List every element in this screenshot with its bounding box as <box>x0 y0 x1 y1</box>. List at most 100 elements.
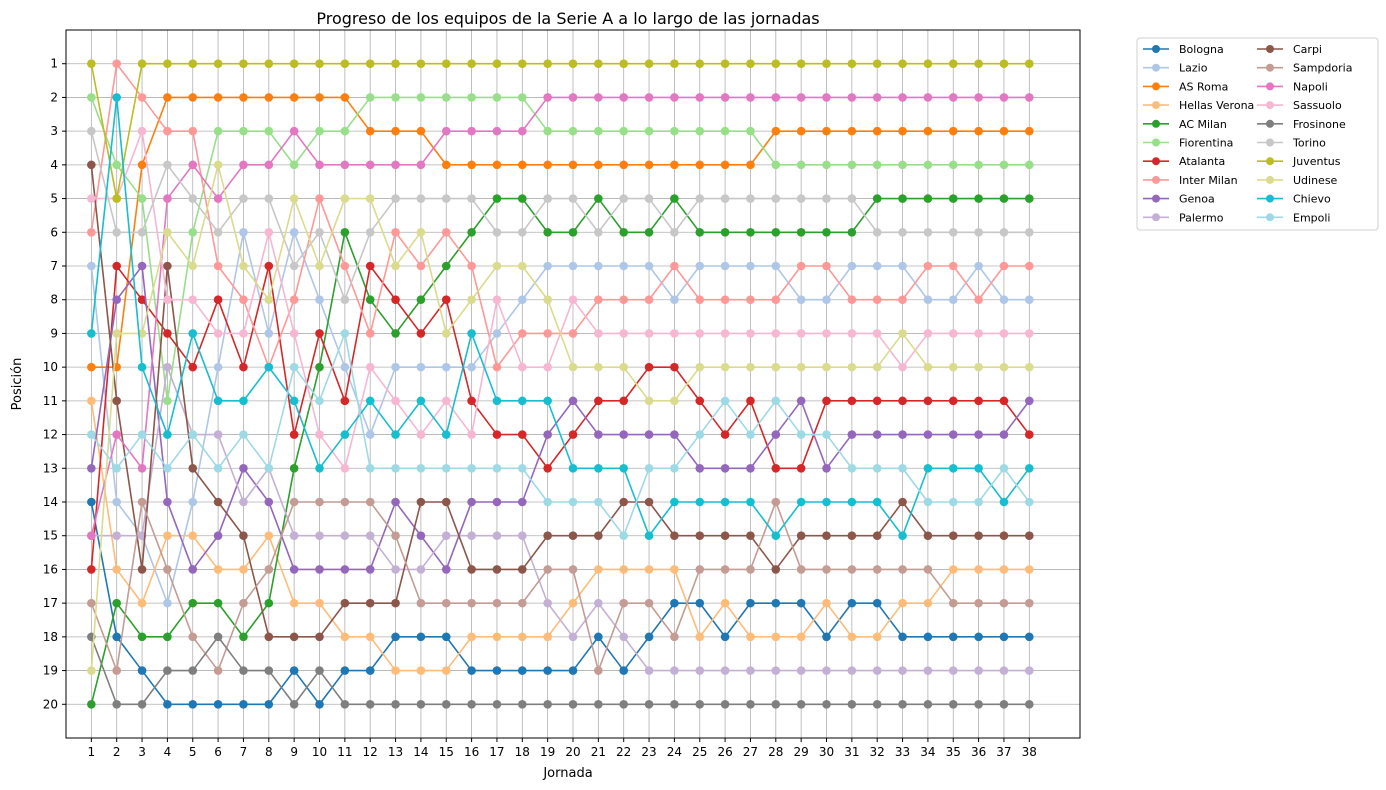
x-tick-label: 35 <box>946 745 961 759</box>
data-point-ac-milan <box>847 227 857 237</box>
data-point-sassuolo <box>188 295 198 305</box>
data-point-carpi <box>974 531 983 541</box>
data-point-fiorentina <box>188 227 198 237</box>
data-point-napoli <box>923 93 933 102</box>
x-tick-label: 8 <box>265 745 273 759</box>
data-point-palermo <box>568 632 578 642</box>
data-point-fiorentina <box>974 160 983 170</box>
data-point-hellas-verona <box>999 565 1009 574</box>
data-point-atalanta <box>822 396 831 406</box>
data-point-ac-milan <box>1025 194 1034 203</box>
data-point-chievo <box>467 329 476 338</box>
data-point-hellas-verona <box>619 565 628 574</box>
legend-marker <box>1266 157 1274 166</box>
legend-label: Lazio <box>1179 62 1208 75</box>
data-point-bologna <box>999 632 1009 642</box>
data-point-genoa <box>822 463 831 473</box>
data-point-torino <box>467 194 476 203</box>
x-tick-label: 27 <box>743 745 758 759</box>
data-point-hellas-verona <box>568 598 578 608</box>
data-point-sassuolo <box>948 329 958 338</box>
data-point-napoli <box>999 93 1009 102</box>
data-point-as-roma <box>822 126 831 136</box>
data-point-genoa <box>543 430 552 439</box>
data-point-bologna <box>315 699 324 709</box>
data-point-torino <box>518 227 527 237</box>
data-point-carpi <box>720 531 730 541</box>
data-point-sampdoria <box>670 632 679 642</box>
data-point-chievo <box>999 497 1009 507</box>
data-point-genoa <box>923 430 933 439</box>
series-juventus <box>87 59 1034 203</box>
data-point-napoli <box>619 93 628 102</box>
data-point-genoa <box>847 430 857 439</box>
data-point-napoli <box>695 93 705 102</box>
legend-marker <box>1152 213 1160 222</box>
data-point-bologna <box>974 632 983 642</box>
data-point-ac-milan <box>289 463 299 473</box>
data-point-as-roma <box>163 93 172 102</box>
data-point-frosinone <box>213 632 223 642</box>
x-tick-label: 19 <box>540 745 555 759</box>
data-point-atalanta <box>239 362 248 372</box>
y-tick-label: 4 <box>50 158 58 172</box>
data-point-frosinone <box>264 666 274 675</box>
data-point-fiorentina <box>847 160 857 170</box>
data-point-palermo <box>239 497 248 507</box>
data-point-palermo <box>923 666 933 675</box>
x-tick-label: 17 <box>489 745 504 759</box>
data-point-genoa <box>720 463 730 473</box>
data-point-carpi <box>594 531 603 541</box>
data-point-lazio <box>213 362 223 372</box>
data-point-genoa <box>239 463 248 473</box>
data-point-torino <box>340 295 350 305</box>
data-point-empoli <box>974 497 983 507</box>
data-point-fiorentina <box>137 194 147 203</box>
data-point-carpi <box>213 497 223 507</box>
data-point-sassuolo <box>340 463 350 473</box>
data-point-carpi <box>163 261 172 271</box>
data-point-sassuolo <box>213 329 223 338</box>
data-point-hellas-verona <box>974 565 983 574</box>
series-frosinone <box>87 632 1034 709</box>
data-point-frosinone <box>594 699 603 709</box>
data-point-chievo <box>872 497 882 507</box>
data-point-atalanta <box>492 430 502 439</box>
data-point-as-roma <box>289 93 299 102</box>
data-point-chievo <box>239 396 248 406</box>
data-point-ac-milan <box>695 227 705 237</box>
data-point-sampdoria <box>492 598 502 608</box>
data-point-as-roma <box>1025 126 1034 136</box>
data-point-hellas-verona <box>923 598 933 608</box>
data-point-palermo <box>695 666 705 675</box>
data-point-sassuolo <box>568 295 578 305</box>
data-point-juventus <box>340 59 350 69</box>
data-point-sampdoria <box>822 565 831 574</box>
x-tick-label: 4 <box>164 745 172 759</box>
data-point-juventus <box>568 59 578 69</box>
data-point-palermo <box>518 531 527 541</box>
data-point-chievo <box>1025 463 1034 473</box>
data-point-torino <box>1025 227 1034 237</box>
data-point-empoli <box>695 430 705 439</box>
data-point-sassuolo <box>644 329 654 338</box>
data-point-palermo <box>416 565 426 574</box>
data-point-genoa <box>467 497 476 507</box>
data-point-lazio <box>492 329 502 338</box>
series-lazio <box>87 227 1034 608</box>
y-tick-label: 6 <box>50 225 58 239</box>
data-point-sassuolo <box>416 430 426 439</box>
data-point-lazio <box>188 497 198 507</box>
x-tick-label: 12 <box>363 745 378 759</box>
y-tick-label: 13 <box>43 461 58 475</box>
y-tick-label: 20 <box>43 697 58 711</box>
data-point-hellas-verona <box>518 632 527 642</box>
data-point-juventus <box>847 59 857 69</box>
data-point-empoli <box>87 430 96 439</box>
data-point-frosinone <box>518 699 527 709</box>
data-point-napoli <box>720 93 730 102</box>
data-point-empoli <box>340 329 350 338</box>
data-point-chievo <box>289 396 299 406</box>
data-point-juventus <box>213 59 223 69</box>
